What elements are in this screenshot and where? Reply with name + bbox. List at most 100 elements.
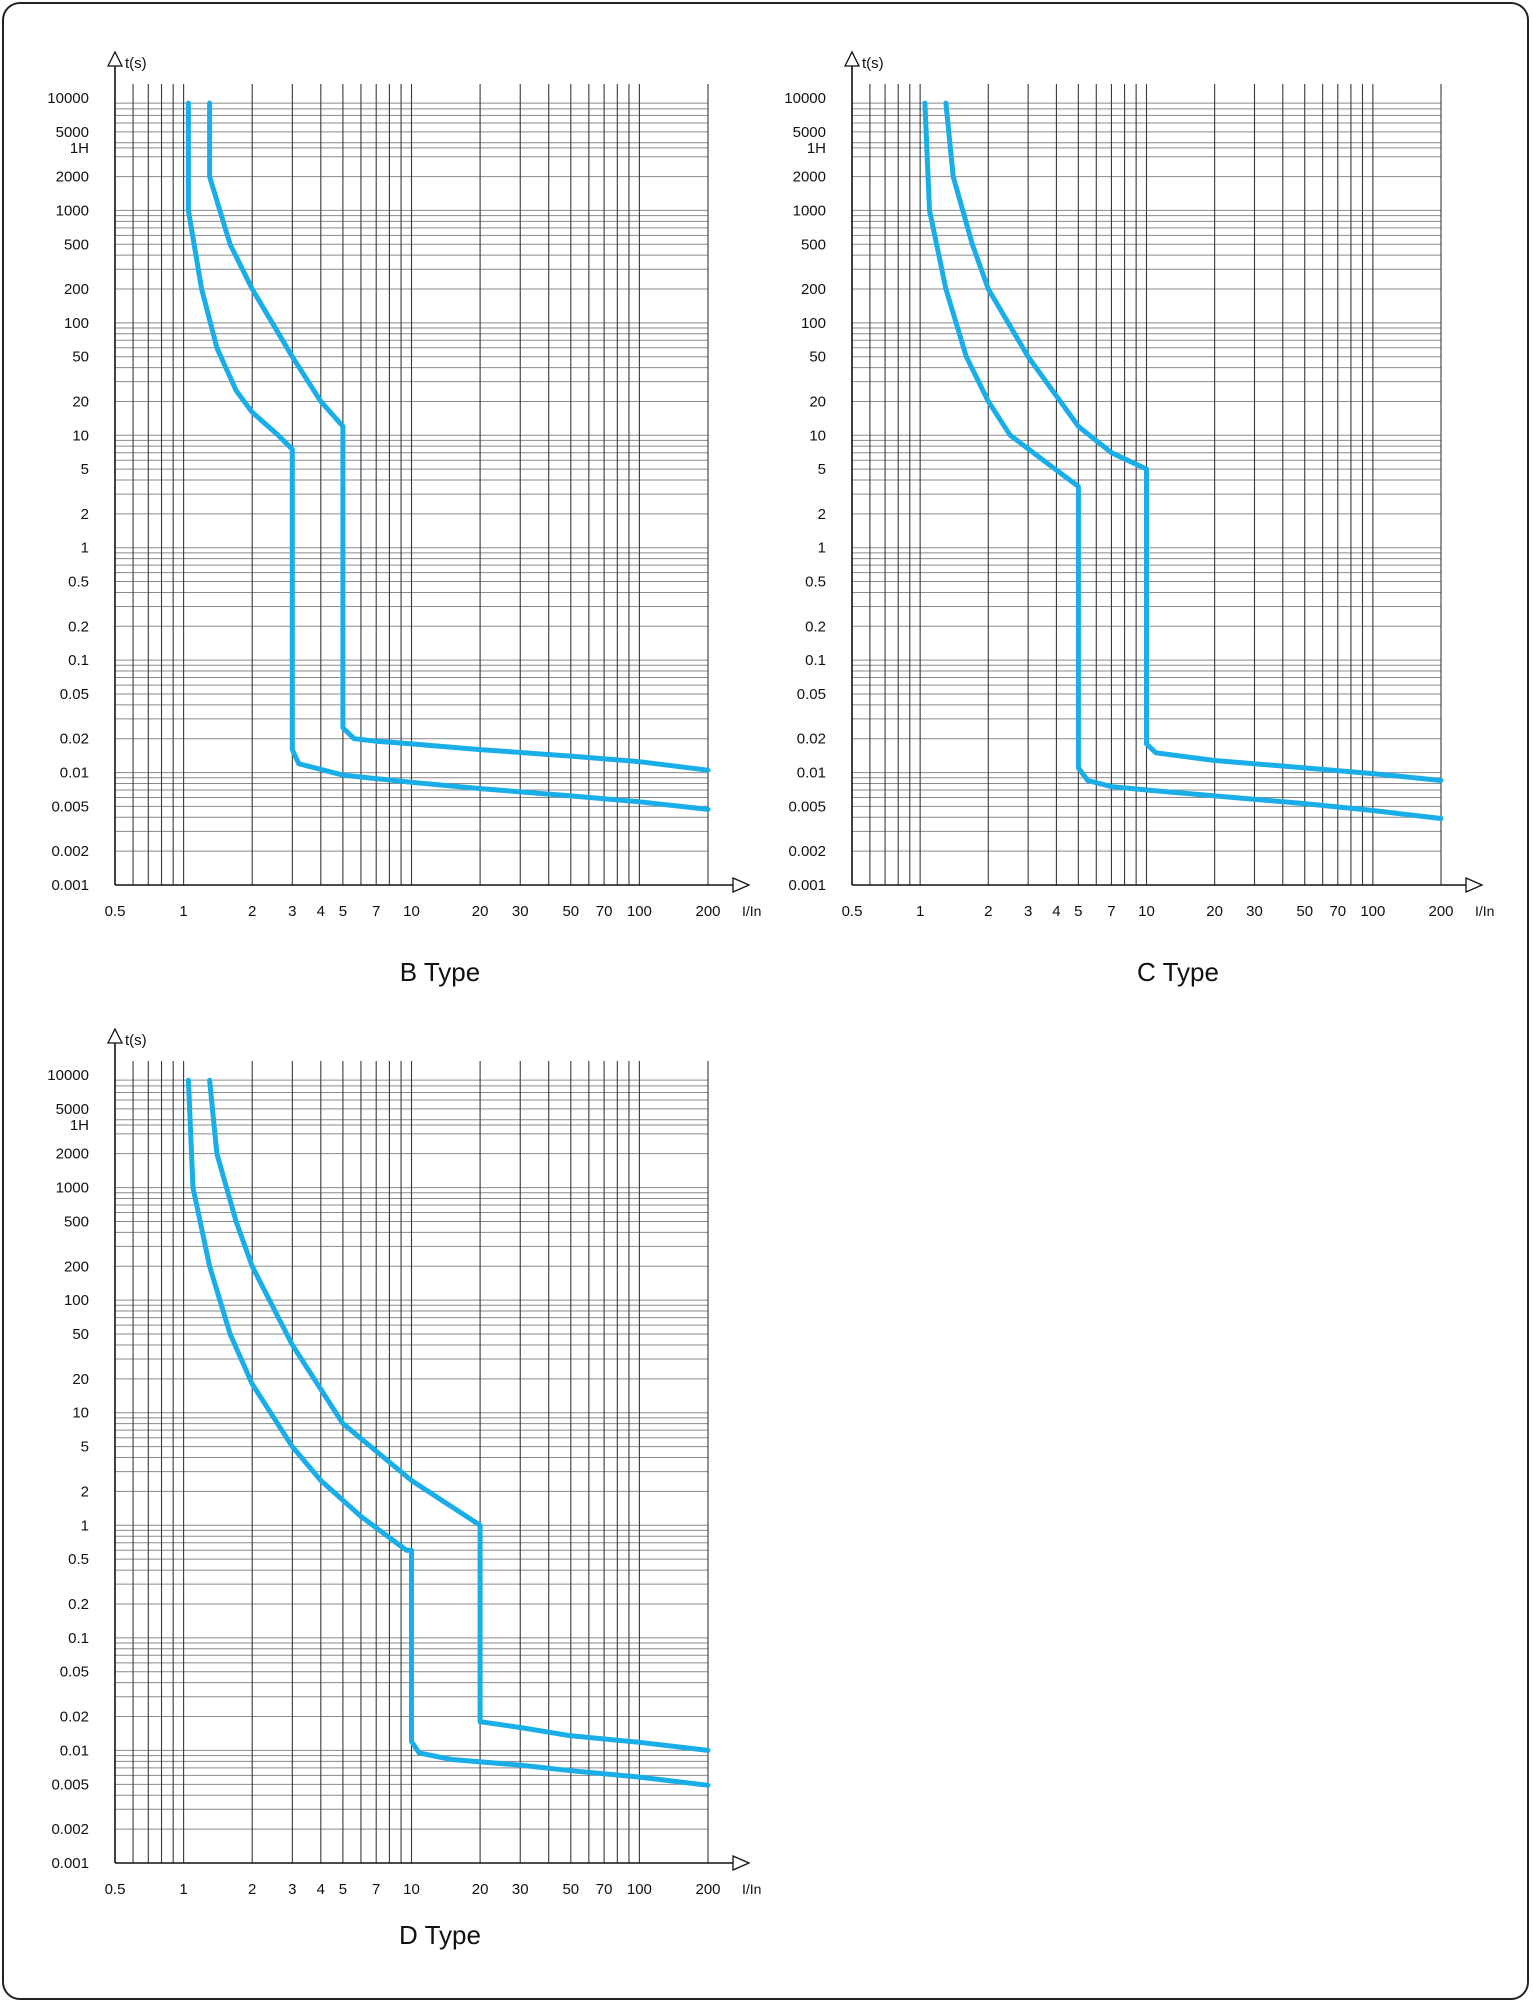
x-tick-label: 4 xyxy=(1052,903,1060,920)
x-tick-label: 20 xyxy=(472,1881,489,1898)
y-tick-label: 0.002 xyxy=(788,843,826,860)
y-tick-label: 10000 xyxy=(47,1067,89,1084)
x-tick-label: 1 xyxy=(916,903,924,920)
x-tick-label: 1 xyxy=(179,1881,187,1898)
x-tick-label: 7 xyxy=(372,1881,380,1898)
y-tick-label: 200 xyxy=(64,1258,89,1275)
y-tick-label: 1H xyxy=(807,140,826,157)
y-tick-label: 200 xyxy=(64,281,89,298)
y-tick-label: 50 xyxy=(72,1326,89,1343)
y-tick-label: 500 xyxy=(64,1213,89,1230)
y-tick-label: 2 xyxy=(81,1483,89,1500)
y-tick-label: 5000 xyxy=(793,124,826,141)
y-tick-label: 100 xyxy=(801,315,826,332)
y-tick-label: 100 xyxy=(64,315,89,332)
y-tick-label: 50 xyxy=(809,349,826,366)
y-tick-label: 0.005 xyxy=(788,798,826,815)
x-tick-label: 2 xyxy=(248,1881,256,1898)
y-tick-label: 10 xyxy=(809,427,826,444)
x-tick-label: 20 xyxy=(1206,903,1223,920)
x-tick-label: 5 xyxy=(339,903,347,920)
y-tick-label: 5 xyxy=(81,461,89,478)
x-axis-arrow-icon xyxy=(732,1855,751,1871)
y-tick-label: 0.01 xyxy=(60,1742,89,1759)
y-tick-label: 0.2 xyxy=(805,618,826,635)
y-tick-label: 0.2 xyxy=(68,1596,89,1613)
y-tick-label: 0.05 xyxy=(60,686,89,703)
y-tick-label: 10000 xyxy=(47,90,89,107)
x-tick-label: 10 xyxy=(1138,903,1155,920)
y-tick-label: 5000 xyxy=(56,124,89,141)
y-tick-label: 1H xyxy=(70,1117,89,1134)
y-tick-label: 0.002 xyxy=(51,843,89,860)
x-axis-label: I/In xyxy=(742,903,761,919)
x-tick-label: 1 xyxy=(179,903,187,920)
y-axis-arrow-icon xyxy=(843,50,861,67)
y-tick-label: 0.001 xyxy=(51,877,89,894)
y-tick-label: 0.001 xyxy=(788,877,826,894)
x-tick-label: 5 xyxy=(1074,903,1082,920)
x-tick-label: 3 xyxy=(288,903,296,920)
y-tick-label: 10 xyxy=(72,1405,89,1422)
y-tick-label: 0.1 xyxy=(805,652,826,669)
x-tick-label: 200 xyxy=(695,1881,720,1898)
x-tick-label: 30 xyxy=(512,903,529,920)
trip-curve-line-0 xyxy=(185,100,711,812)
x-tick-label: 2 xyxy=(984,903,992,920)
x-tick-label: 3 xyxy=(1024,903,1032,920)
y-tick-label: 0.1 xyxy=(68,652,89,669)
x-tick-label: 3 xyxy=(288,1881,296,1898)
y-tick-label: 0.01 xyxy=(60,765,89,782)
y-tick-label: 1 xyxy=(818,540,826,557)
y-tick-label: 0.002 xyxy=(51,1821,89,1838)
x-tick-label: 4 xyxy=(317,903,325,920)
x-tick-label: 50 xyxy=(562,1881,579,1898)
y-tick-label: 0.005 xyxy=(51,798,89,815)
x-tick-label: 70 xyxy=(596,903,613,920)
trip-curve-line-1 xyxy=(943,100,1444,783)
y-tick-label: 0.5 xyxy=(68,1551,89,1568)
trip-curve-line-1 xyxy=(207,100,711,773)
y-tick-label: 1000 xyxy=(56,202,89,219)
x-tick-label: 30 xyxy=(512,1881,529,1898)
y-tick-label: 0.2 xyxy=(68,618,89,635)
y-tick-label: 0.001 xyxy=(51,1855,89,1872)
chart-panel-0: 0.001 0.002 0.005 0.01 0.02 0.05 0.1 0.2 0.5 1 2 5 1… xyxy=(47,50,761,920)
x-tick-label: 70 xyxy=(596,1881,613,1898)
y-tick-label: 10 xyxy=(72,427,89,444)
y-tick-label: 0.005 xyxy=(51,1776,89,1793)
y-tick-label: 2000 xyxy=(56,1146,89,1163)
y-tick-label: 20 xyxy=(72,393,89,410)
x-tick-label: 30 xyxy=(1246,903,1263,920)
x-tick-label: 200 xyxy=(695,903,720,920)
trip-curve-line-0 xyxy=(922,100,1444,821)
y-tick-label: 1000 xyxy=(793,202,826,219)
x-tick-label: 100 xyxy=(1360,903,1385,920)
y-tick-label: 1H xyxy=(70,140,89,157)
x-tick-label: 100 xyxy=(627,1881,652,1898)
x-tick-label: 10 xyxy=(403,903,420,920)
x-tick-label: 200 xyxy=(1428,903,1453,920)
x-tick-label: 50 xyxy=(562,903,579,920)
x-axis-label: I/In xyxy=(1475,903,1494,919)
y-tick-label: 0.5 xyxy=(805,574,826,591)
y-tick-label: 0.02 xyxy=(60,1709,89,1726)
x-axis-arrow-icon xyxy=(732,877,751,893)
x-tick-label: 100 xyxy=(627,903,652,920)
x-tick-label: 5 xyxy=(339,1881,347,1898)
y-tick-label: 0.05 xyxy=(60,1664,89,1681)
chart-title-d-type: D Type xyxy=(399,1920,481,1950)
y-tick-label: 0.05 xyxy=(797,686,826,703)
y-tick-label: 5000 xyxy=(56,1101,89,1118)
x-tick-label: 70 xyxy=(1329,903,1346,920)
x-tick-label: 7 xyxy=(372,903,380,920)
y-tick-label: 1 xyxy=(81,1517,89,1534)
y-tick-label: 0.5 xyxy=(68,574,89,591)
chart-title-b-type: B Type xyxy=(399,957,481,987)
chart-panel-1: 0.001 0.002 0.005 0.01 0.02 0.05 0.1 0.2 0.5 1 2 5 1… xyxy=(784,50,1494,920)
x-tick-label: 50 xyxy=(1296,903,1313,920)
x-tick-label: 20 xyxy=(472,903,489,920)
y-tick-label: 0.01 xyxy=(797,765,826,782)
